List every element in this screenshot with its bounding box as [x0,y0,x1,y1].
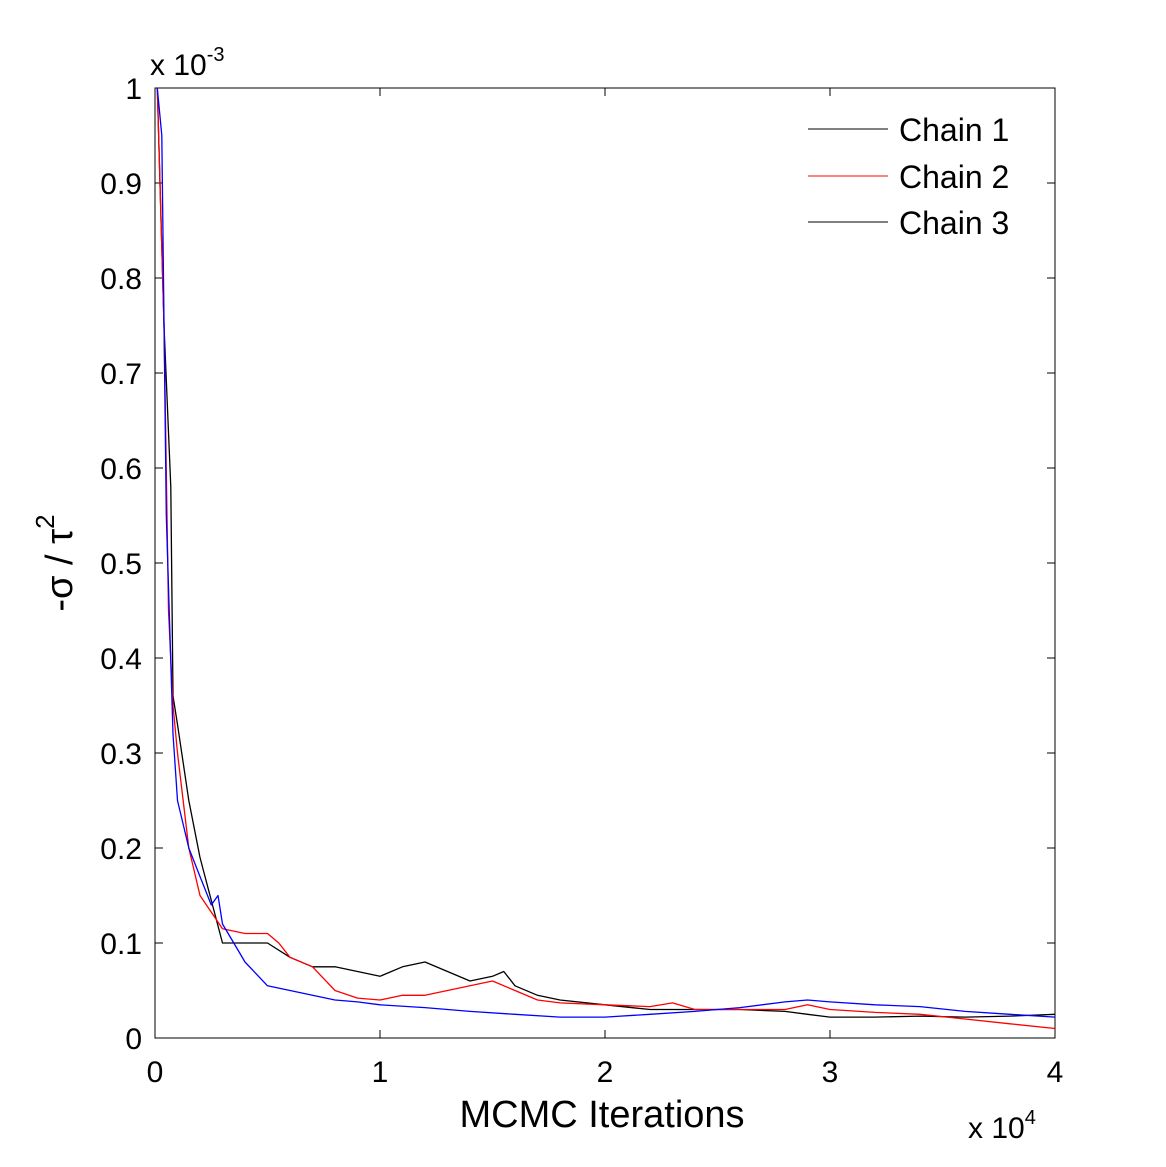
x-tick-label: 4 [1047,1056,1064,1089]
y-tick-label: 0.3 [100,738,142,771]
y-multiplier: x 10-3 [150,44,225,82]
series-layer [156,87,1056,1030]
legend-label-chain-2: Chain 2 [899,159,1009,195]
y-axis-title: -σ / τ2 [30,514,81,611]
series-line-chain-2 [156,87,1056,1030]
plot-area [154,87,1056,1039]
y-tick-label: 0.6 [100,453,142,486]
y-tick-labels: 0 0.1 0.2 0.3 0.4 0.5 0.6 0.7 0.8 0.9 1 [100,73,142,1056]
y-tick-label: 0.5 [100,548,142,581]
tick-marks [154,87,1056,1039]
legend-label-chain-1: Chain 1 [899,112,1009,148]
x-tick-labels: 0 1 2 3 4 [147,1056,1064,1089]
y-tick-label: 0.7 [100,358,142,391]
x-tick-label: 2 [597,1056,614,1089]
y-tick-label: 1 [125,73,142,106]
y-tick-label: 0.2 [100,833,142,866]
x-axis-title: MCMC Iterations [459,1094,744,1136]
x-tick-label: 3 [822,1056,839,1089]
series-line-chain-3 [156,87,1056,1018]
x-tick-label: 0 [147,1056,164,1089]
y-tick-label: 0.8 [100,263,142,296]
y-tick-label: 0.9 [100,168,142,201]
legend: Chain 1 Chain 2 Chain 3 [808,112,1009,241]
x-tick-label: 1 [372,1056,389,1089]
series-line-chain-1 [156,87,1056,1018]
legend-label-chain-3: Chain 3 [899,205,1009,241]
y-tick-label: 0.4 [100,643,142,676]
x-multiplier: x 104 [968,1107,1036,1145]
y-tick-label: 0 [125,1023,142,1056]
y-tick-label: 0.1 [100,928,142,961]
